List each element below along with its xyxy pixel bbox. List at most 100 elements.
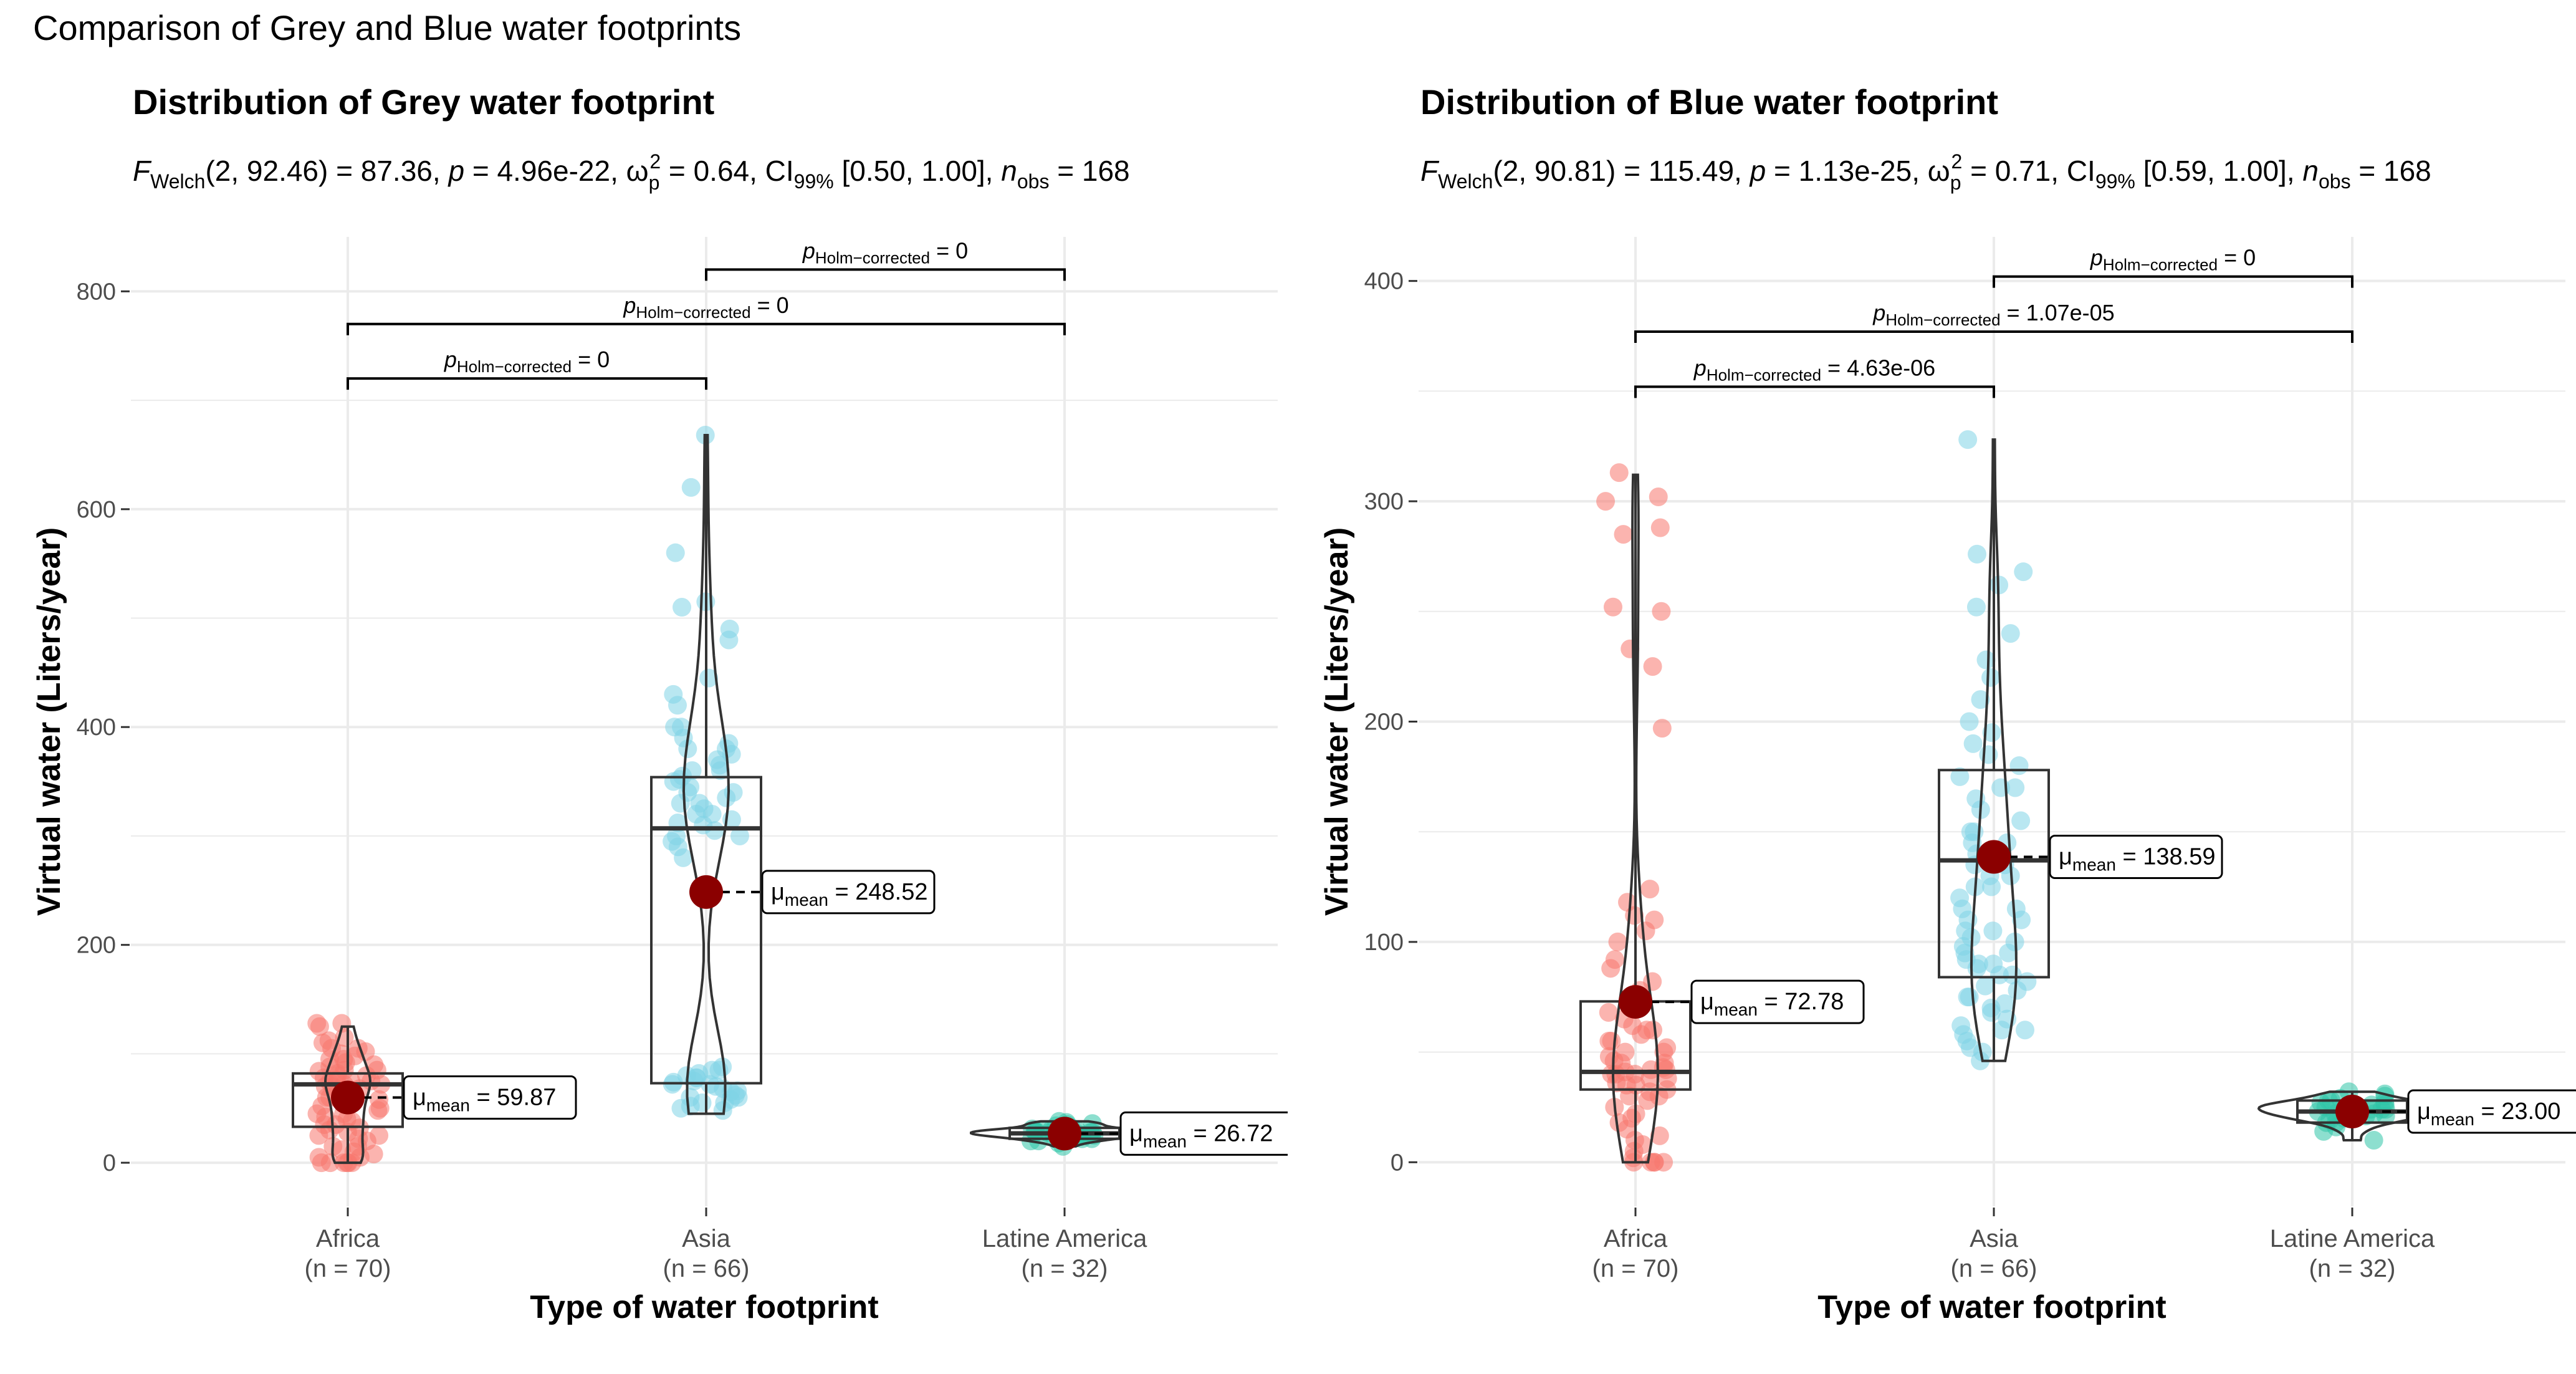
data-point bbox=[672, 718, 691, 737]
data-point bbox=[1652, 719, 1672, 738]
data-point bbox=[1971, 690, 1990, 709]
y-tick-label: 200 bbox=[1364, 709, 1404, 736]
data-point bbox=[2011, 811, 2031, 830]
subtitle-p-value: = 4.96e-22, bbox=[464, 155, 626, 187]
mean-label: μmean = 72.78 bbox=[1690, 979, 1865, 1024]
data-point bbox=[728, 1081, 747, 1100]
mean-point bbox=[1619, 985, 1652, 1019]
x-tick-label: Latine America bbox=[2270, 1225, 2435, 1252]
data-point bbox=[664, 685, 683, 704]
data-point bbox=[2014, 562, 2033, 582]
significance-sub: Holm−corrected bbox=[457, 357, 572, 376]
figure-title: Comparison of Grey and Blue water footpr… bbox=[33, 8, 742, 47]
data-point bbox=[1955, 943, 1975, 963]
subtitle-n-sub: obs bbox=[2319, 170, 2351, 193]
data-point bbox=[1960, 987, 1979, 1007]
violin bbox=[1970, 438, 2018, 1062]
data-point bbox=[699, 668, 719, 688]
subtitle-n-value: = 168 bbox=[1049, 155, 1129, 187]
mean-point bbox=[689, 875, 723, 909]
data-point bbox=[666, 543, 685, 562]
data-point bbox=[730, 826, 749, 845]
data-point bbox=[2006, 899, 2026, 918]
data-point bbox=[1650, 1126, 1669, 1145]
y-tick-label: 100 bbox=[1364, 930, 1404, 956]
data-point bbox=[681, 478, 701, 497]
data-point bbox=[1649, 488, 1668, 507]
y-axis-label: Virtual water (Liters/year) bbox=[1319, 527, 1355, 916]
data-point bbox=[1637, 1021, 1656, 1040]
data-point bbox=[702, 1060, 722, 1080]
panel-subtitle: FWelch(2, 92.46) = 87.36, p = 4.96e-22, … bbox=[133, 150, 1130, 194]
y-tick-label: 0 bbox=[103, 1150, 116, 1176]
x-tick-n-label: (n = 66) bbox=[663, 1255, 750, 1282]
significance-sub: Holm−corrected bbox=[1885, 310, 2000, 329]
subtitle-ci-value: [0.50, 1.00], bbox=[834, 155, 1002, 187]
subtitle-ci-value: [0.59, 1.00], bbox=[2135, 155, 2303, 187]
subtitle-omega-value: = 0.64, CI bbox=[661, 155, 794, 187]
data-point bbox=[1029, 1131, 1048, 1151]
mean-symbol: μ bbox=[413, 1085, 426, 1111]
significance-label: pHolm−corrected = 0 bbox=[623, 292, 788, 322]
mean-point bbox=[1048, 1117, 1081, 1151]
mean-label-box bbox=[2049, 835, 2223, 880]
mean-symbol: μ bbox=[771, 879, 785, 905]
data-point bbox=[669, 770, 689, 789]
subtitle-omega-sup: 2 bbox=[1951, 150, 1963, 173]
data-point bbox=[1643, 972, 1662, 991]
data-point bbox=[1950, 888, 1970, 908]
data-point bbox=[1643, 657, 1662, 676]
data-point bbox=[1976, 976, 1995, 996]
subtitle-p: p bbox=[447, 155, 464, 187]
mean-sub: mean bbox=[1143, 1131, 1187, 1151]
data-point bbox=[1626, 1064, 1645, 1083]
mean-label-text: μmean = 248.52 bbox=[771, 879, 928, 910]
x-tick-n-label: (n = 66) bbox=[1951, 1255, 2037, 1282]
data-point bbox=[1599, 1003, 1618, 1022]
data-point bbox=[1951, 1016, 1971, 1035]
significance-bracket bbox=[347, 377, 707, 390]
significance-bracket bbox=[705, 268, 1066, 281]
mean-symbol: μ bbox=[1700, 989, 1714, 1015]
significance-value: = 0 bbox=[2218, 245, 2256, 271]
subtitle-n-sub: obs bbox=[1017, 170, 1050, 193]
significance-bracket bbox=[347, 322, 1066, 335]
data-point bbox=[663, 832, 682, 851]
x-tick-n-label: (n = 32) bbox=[2309, 1255, 2396, 1282]
mean-symbol: μ bbox=[1129, 1120, 1143, 1146]
x-axis-label: Type of water footprint bbox=[530, 1289, 878, 1325]
x-axis-label: Type of water footprint bbox=[1817, 1289, 2166, 1325]
mean-label: μmean = 248.52 bbox=[761, 870, 936, 915]
subtitle-omega: ω bbox=[626, 155, 649, 187]
mean-label-text: μmean = 26.72 bbox=[1129, 1120, 1273, 1151]
subtitle-omega-sub: p bbox=[1950, 171, 1961, 194]
x-tick-n-label: (n = 70) bbox=[1592, 1255, 1679, 1282]
data-point bbox=[2364, 1130, 2383, 1150]
mean-point bbox=[2335, 1095, 2369, 1129]
subtitle-omega-sub: p bbox=[649, 171, 660, 194]
data-point bbox=[1969, 954, 1988, 974]
data-point bbox=[307, 1014, 327, 1033]
significance-value: = 1.07e-05 bbox=[2001, 300, 2115, 325]
mean-value: = 248.52 bbox=[828, 879, 928, 905]
x-tick-label: Asia bbox=[682, 1225, 731, 1252]
y-axis-label: Virtual water (Liters/year) bbox=[31, 527, 67, 916]
data-point bbox=[1983, 921, 2003, 941]
mean-label-box bbox=[1690, 979, 1865, 1024]
box bbox=[1938, 769, 2050, 979]
significance-p: p bbox=[444, 347, 457, 372]
significance-bracket bbox=[1993, 275, 2353, 288]
significance-sub: Holm−corrected bbox=[2103, 256, 2218, 274]
blue-water-panel: Distribution of Blue water footprint FWel… bbox=[1319, 82, 2576, 1325]
subtitle-F: F bbox=[1420, 155, 1440, 187]
mean-sub: mean bbox=[785, 890, 828, 910]
box bbox=[650, 776, 762, 1085]
x-tick-label: Africa bbox=[1604, 1225, 1668, 1252]
y-tick-label: 400 bbox=[1364, 269, 1404, 295]
significance-p: p bbox=[1693, 355, 1707, 380]
x-tick-n-label: (n = 70) bbox=[305, 1255, 391, 1282]
subtitle-stat: = 87.36, bbox=[328, 155, 448, 187]
mean-label-box bbox=[761, 870, 936, 915]
mean-label-text: μmean = 138.59 bbox=[2059, 844, 2216, 875]
subtitle-n: n bbox=[2302, 155, 2319, 187]
